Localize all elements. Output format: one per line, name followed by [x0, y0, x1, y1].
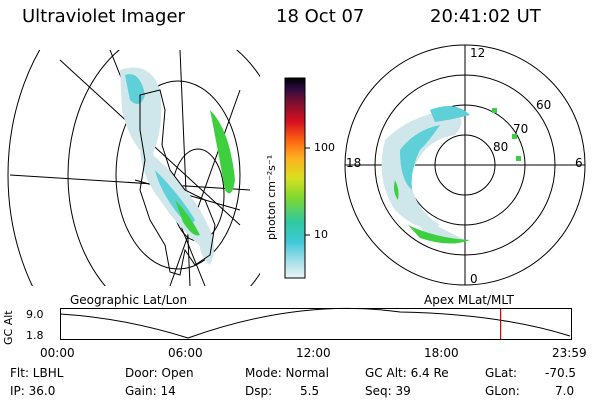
colorbar: [284, 77, 310, 279]
apex-label: Apex MLat/MLT: [424, 293, 514, 307]
glon-value: 7.0: [555, 384, 575, 398]
apex-polar-map: [344, 44, 586, 286]
date-label: 18 Oct 07: [276, 6, 365, 27]
xtick-0600: 06:00: [168, 346, 203, 360]
mlt-label-6: 6: [575, 156, 583, 170]
door-info: Door: Open: [125, 366, 194, 380]
instrument-title: Ultraviolet Imager: [22, 6, 185, 27]
lat-label-70: 70: [513, 122, 529, 136]
dsp-value: 5.5: [300, 384, 320, 398]
lat-label-80: 80: [493, 140, 509, 154]
lat-label-60: 60: [536, 98, 552, 112]
glat-value: -70.5: [545, 366, 577, 380]
colorbar-tick-100: 100: [314, 141, 335, 154]
altitude-ytick-max: 9.0: [26, 308, 44, 321]
colorbar-unit: photon cm⁻²s⁻¹: [265, 154, 278, 240]
mlt-label-18: 18: [346, 156, 362, 170]
gc-alt-info: GC Alt: 6.4 Re: [365, 366, 449, 380]
glat-label: GLat:: [485, 366, 518, 380]
ip-info: IP: 36.0: [10, 384, 56, 398]
altitude-ytick-min: 1.8: [26, 329, 44, 342]
colorbar-tick-10: 10: [314, 228, 328, 241]
xtick-1200: 12:00: [296, 346, 331, 360]
altitude-plot: [59, 307, 572, 340]
gain-info: Gain: 14: [125, 384, 176, 398]
mode-info: Mode: Normal: [245, 366, 329, 380]
mlt-label-12: 12: [470, 46, 486, 60]
time-label: 20:41:02 UT: [430, 6, 541, 27]
seq-info: Seq: 39: [365, 384, 411, 398]
xtick-0000: 00:00: [40, 346, 75, 360]
geographic-map: [7, 50, 260, 286]
filter-info: Flt: LBHL: [10, 366, 64, 380]
altitude-ylabel: GC Alt: [2, 310, 15, 345]
xtick-2359: 23:59: [552, 346, 587, 360]
glon-label: GLon:: [485, 384, 520, 398]
xtick-1800: 18:00: [424, 346, 459, 360]
dsp-label: Dsp:: [245, 384, 273, 398]
geographic-label: Geographic Lat/Lon: [70, 293, 188, 307]
mlt-label-0: 0: [470, 272, 478, 286]
